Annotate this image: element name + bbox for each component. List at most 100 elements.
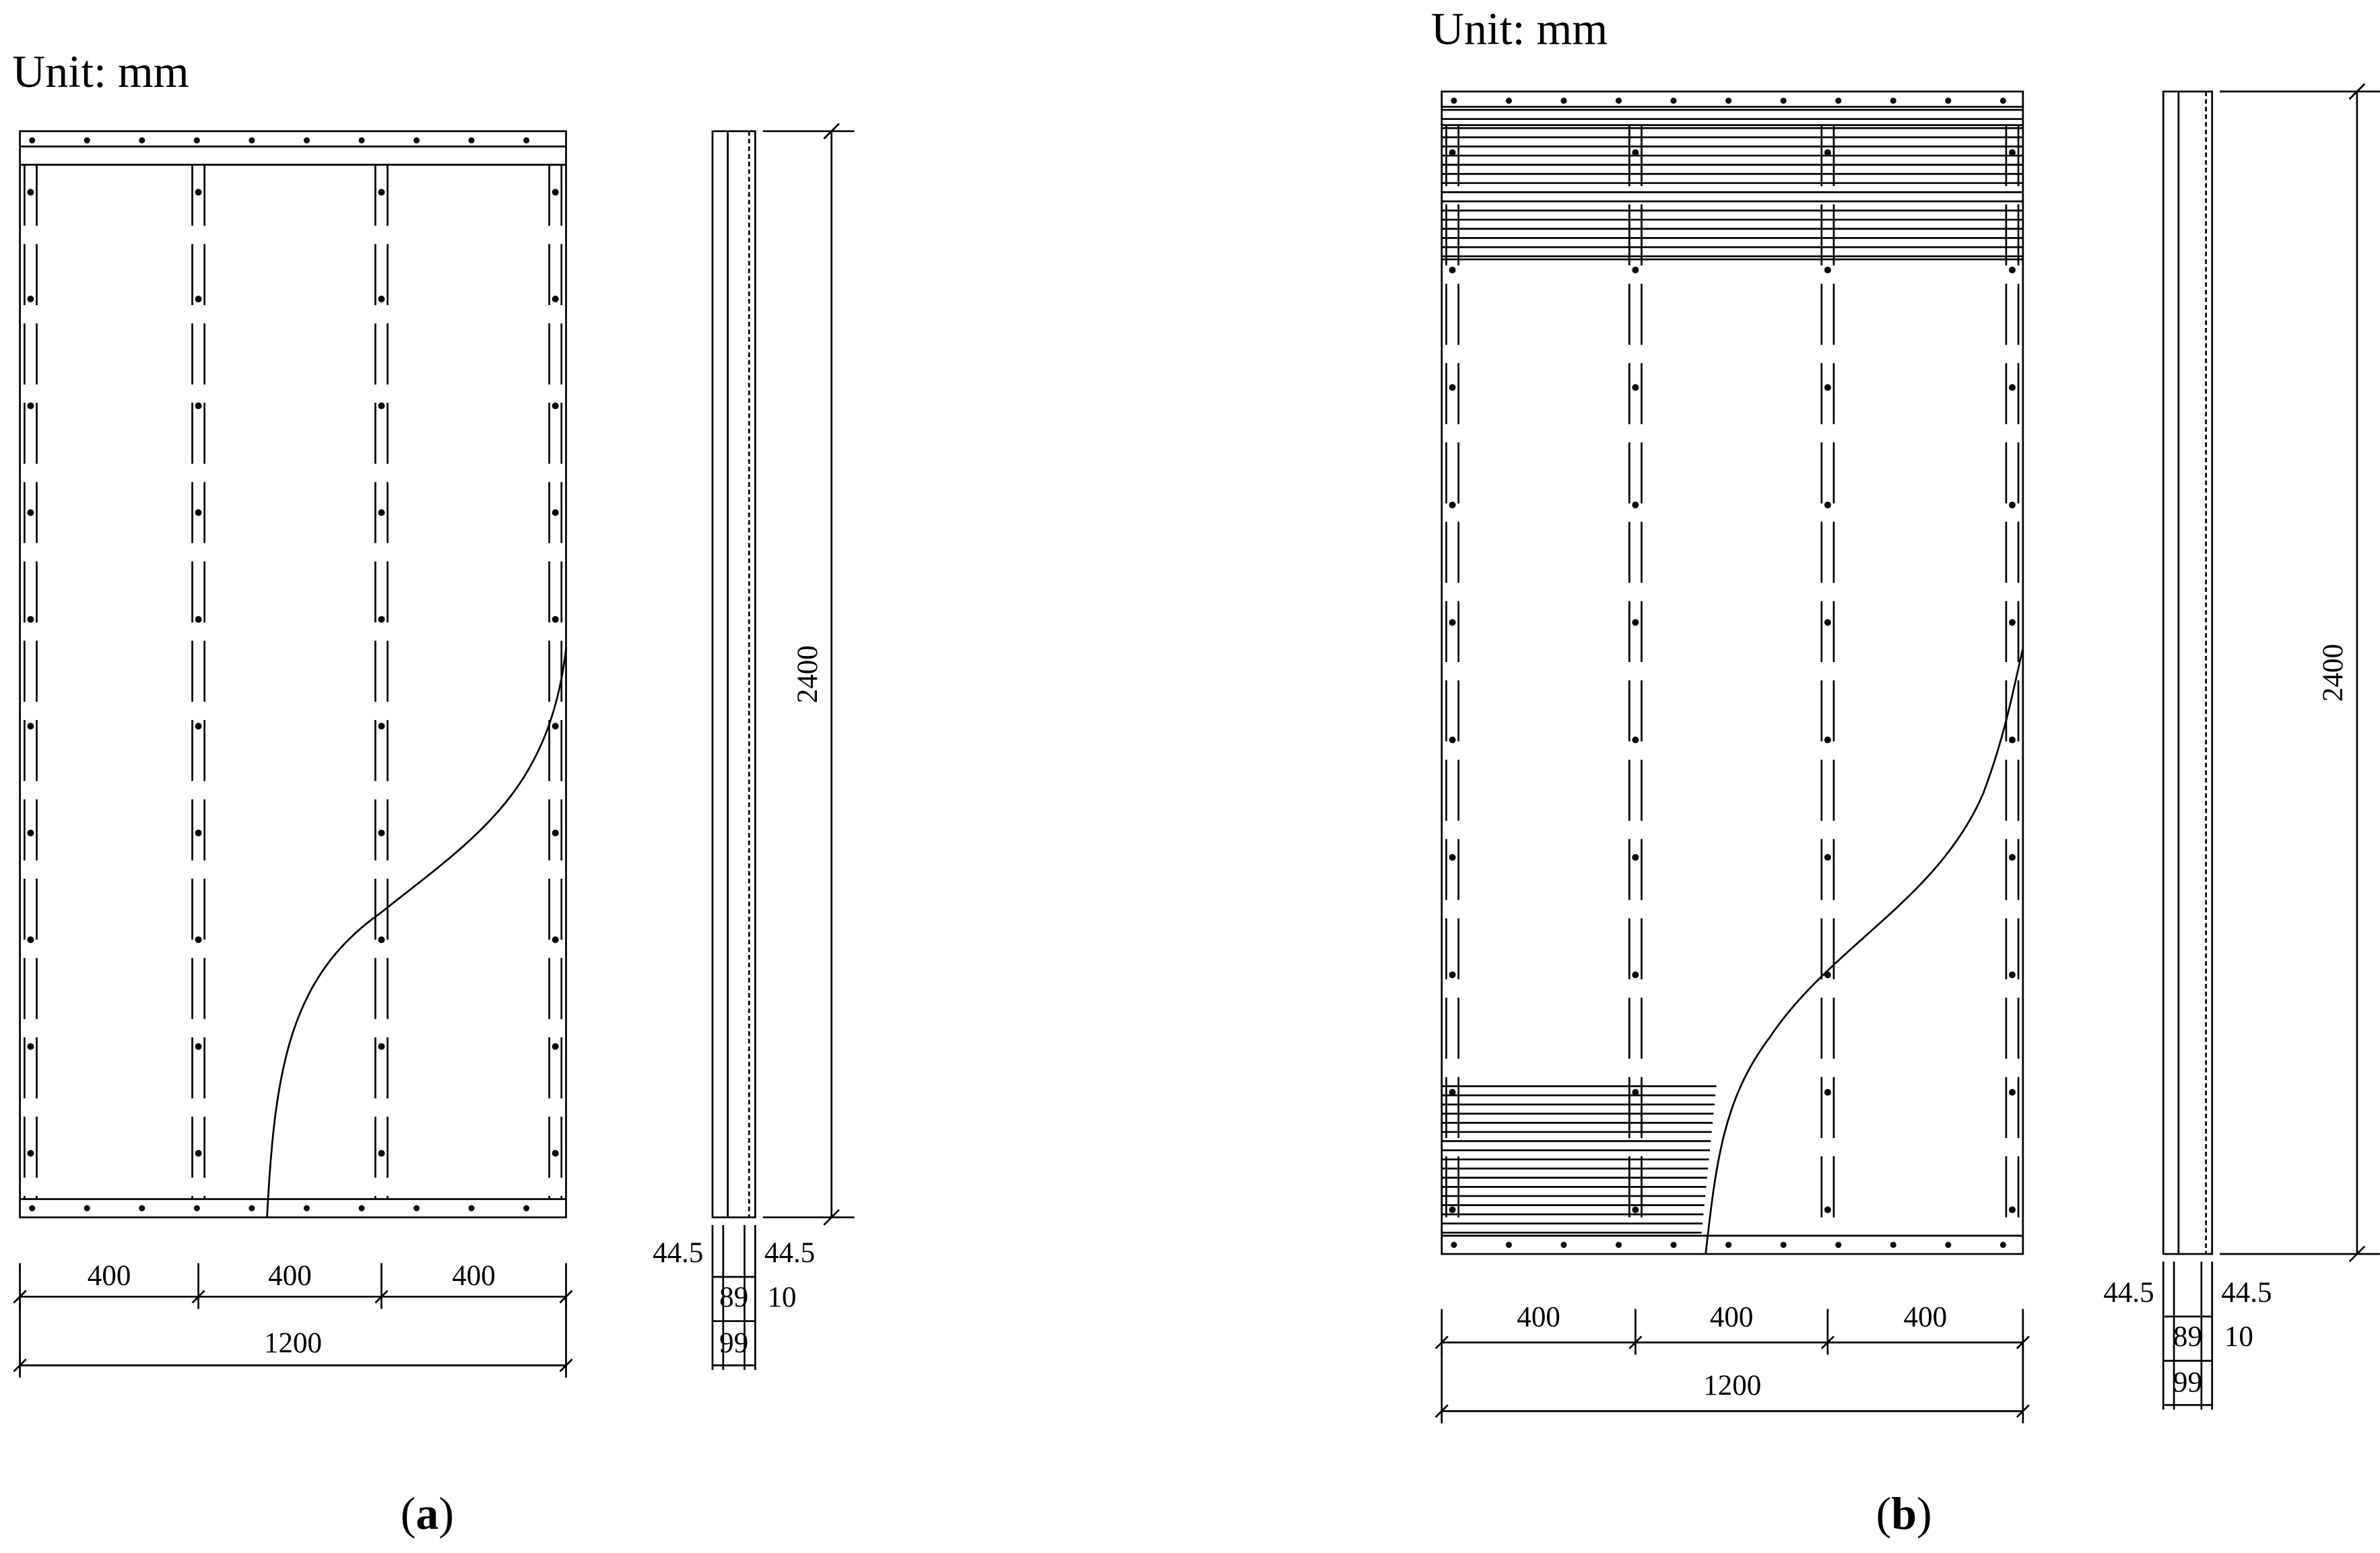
side-dim-label: 44.5 xyxy=(2221,1277,2272,1309)
nail xyxy=(468,137,475,143)
nail xyxy=(27,936,34,944)
nail xyxy=(27,296,34,302)
nail xyxy=(378,829,385,836)
nail xyxy=(552,829,559,836)
nail xyxy=(1890,1241,1896,1248)
caption-part: ) xyxy=(438,1487,454,1538)
nail xyxy=(2008,736,2016,744)
nail xyxy=(378,723,385,730)
nail xyxy=(552,616,559,623)
side-dim-label: 44.5 xyxy=(653,1237,703,1269)
nail xyxy=(1449,1206,1456,1214)
caption-part: a xyxy=(416,1487,438,1538)
nail xyxy=(27,509,34,517)
nail xyxy=(1824,1088,1831,1096)
nail xyxy=(1824,384,1831,391)
nail xyxy=(195,1150,202,1157)
side-dim-label: 99 xyxy=(719,1327,748,1359)
sheathing-cut xyxy=(266,648,567,1218)
nail xyxy=(2008,266,2016,273)
height-label: 2400 xyxy=(792,645,824,703)
nail xyxy=(1632,266,1639,273)
nail xyxy=(1449,1088,1456,1096)
nail xyxy=(84,137,90,143)
nail xyxy=(1451,97,1457,104)
nail xyxy=(378,296,385,302)
unit-label: Unit: mm xyxy=(1431,3,1608,54)
nail xyxy=(1449,149,1456,156)
total-width-label: 1200 xyxy=(264,1327,322,1359)
wall-outline xyxy=(1441,90,2024,1255)
nail xyxy=(1632,971,1639,979)
nail xyxy=(1670,1241,1677,1248)
nail xyxy=(195,189,202,196)
nail xyxy=(303,137,310,143)
nail xyxy=(552,1150,559,1157)
nail xyxy=(27,829,34,836)
nail xyxy=(552,936,559,944)
nail xyxy=(1632,1088,1639,1096)
nail xyxy=(2008,619,2016,626)
nail xyxy=(378,1150,385,1157)
caption: (b) xyxy=(1876,1487,1932,1538)
width-label: 400 xyxy=(88,1260,131,1292)
nail xyxy=(1780,97,1787,104)
nail xyxy=(1824,501,1831,508)
nail xyxy=(552,402,559,409)
nail xyxy=(195,402,202,409)
nail xyxy=(378,402,385,409)
caption-part: ( xyxy=(1876,1487,1892,1538)
nail xyxy=(249,137,255,143)
side-view xyxy=(711,130,756,1219)
nail xyxy=(193,1205,200,1212)
nail xyxy=(1945,1241,1952,1248)
caption: (a) xyxy=(401,1487,454,1538)
nail xyxy=(27,723,34,730)
nail xyxy=(2008,1088,2016,1096)
nail xyxy=(1890,97,1896,104)
nail xyxy=(468,1205,475,1212)
nail xyxy=(1945,97,1952,104)
nail xyxy=(358,1205,365,1212)
nail xyxy=(27,1043,34,1050)
nail xyxy=(1449,971,1456,979)
nail xyxy=(1449,736,1456,744)
nail xyxy=(523,137,530,143)
nail xyxy=(139,1205,145,1212)
nail xyxy=(2008,971,2016,979)
nail xyxy=(1824,854,1831,861)
width-label: 400 xyxy=(1904,1301,1948,1333)
nail xyxy=(378,509,385,517)
nail xyxy=(1999,1241,2006,1248)
nail xyxy=(1560,1241,1567,1248)
nail xyxy=(27,1150,34,1157)
wall-outline xyxy=(19,130,567,1219)
nail xyxy=(2008,149,2016,156)
nail xyxy=(1670,97,1677,104)
nail xyxy=(1615,97,1622,104)
nail xyxy=(1449,266,1456,273)
nail xyxy=(1780,1241,1787,1248)
unit-label: Unit: mm xyxy=(12,46,189,97)
nail xyxy=(1824,266,1831,273)
nail xyxy=(378,616,385,623)
nail xyxy=(2008,854,2016,861)
nail xyxy=(1505,1241,1512,1248)
nail xyxy=(414,1205,420,1212)
nail xyxy=(378,936,385,944)
nail xyxy=(195,723,202,730)
nail xyxy=(1505,97,1512,104)
nail xyxy=(378,1043,385,1050)
nail xyxy=(249,1205,255,1212)
width-label: 400 xyxy=(1710,1301,1754,1333)
side-dim-label: 89 xyxy=(2173,1321,2202,1353)
nail xyxy=(1632,1206,1639,1214)
nail xyxy=(1824,619,1831,626)
nail xyxy=(1835,1241,1842,1248)
side-dim-label: 44.5 xyxy=(764,1237,815,1269)
side-dim-label: 44.5 xyxy=(2103,1277,2154,1309)
nail xyxy=(27,616,34,623)
nail xyxy=(1449,384,1456,391)
nail xyxy=(27,402,34,409)
